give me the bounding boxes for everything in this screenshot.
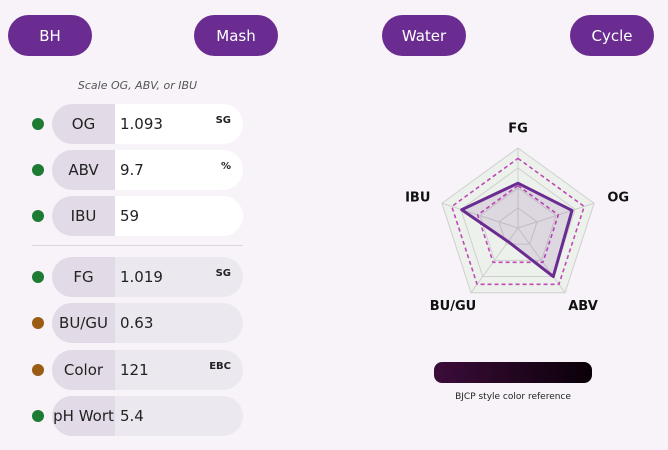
metric-row: OG 1.093 SG <box>30 104 243 144</box>
grid-ring <box>441 147 595 294</box>
metric-row: ABV 9.7% <box>30 150 243 190</box>
metric-field: FG 1.019 SG <box>52 257 243 297</box>
metric-value[interactable]: 1.093 SG <box>120 115 231 133</box>
axis-label: IBU <box>405 191 430 206</box>
scale-hint: Scale OG, ABV, or IBU <box>77 79 198 92</box>
metric-field: ABV 9.7% <box>52 150 243 190</box>
axis-spoke <box>441 202 519 229</box>
metric-label: OG <box>52 104 115 144</box>
style-range <box>451 157 585 286</box>
status-dot <box>32 317 44 329</box>
status-dot <box>32 410 44 422</box>
status-dot <box>32 118 44 130</box>
metric-field: OG 1.093 SG <box>52 104 243 144</box>
metric-row: Color 121 EBC <box>30 350 243 390</box>
metric-field: pH Wort 5.4 <box>52 396 243 436</box>
metric-unit: SG <box>215 115 231 126</box>
metric-row: BU/GU 0.63 <box>30 303 243 343</box>
status-dot <box>32 210 44 222</box>
metric-label: Color <box>52 350 115 390</box>
metric-field: BU/GU 0.63 <box>52 303 243 343</box>
metric-row: pH Wort 5.4 <box>30 396 243 436</box>
metric-label: ABV <box>52 150 115 190</box>
metric-label: IBU <box>52 196 115 236</box>
metric-value[interactable]: 9.7% <box>120 161 231 179</box>
tab-button[interactable]: BH <box>8 15 92 56</box>
metric-unit: SG <box>215 268 231 279</box>
metric-row: FG 1.019 SG <box>30 257 243 297</box>
axis-spoke <box>517 227 566 294</box>
metric-value: 121 EBC <box>120 361 231 379</box>
separator <box>32 245 243 246</box>
grid-ring <box>479 187 557 261</box>
metric-value[interactable]: 59 <box>120 207 140 225</box>
color-caption: BJCP style color reference <box>455 392 571 402</box>
axis-label: BU/GU <box>430 299 476 314</box>
status-dot <box>32 364 44 376</box>
axis-label: FG <box>508 122 528 137</box>
tab-button[interactable]: Mash <box>194 15 278 56</box>
metric-unit: EBC <box>209 361 231 372</box>
metric-value: 5.4 <box>120 407 144 425</box>
metric-value: 1.019 SG <box>120 268 231 286</box>
grid-ring <box>498 207 538 245</box>
radar-chart: FG OG ABV BU/GU IBU <box>405 122 629 314</box>
metric-value: 0.63 <box>120 314 154 332</box>
axis-spoke <box>517 202 595 229</box>
metric-label: pH Wort <box>52 396 115 436</box>
status-dot <box>32 271 44 283</box>
grid-ring <box>460 167 576 278</box>
metric-unit: % <box>220 161 231 172</box>
color-bar <box>434 362 592 383</box>
recipe-profile <box>460 181 574 279</box>
metric-field: IBU 59 <box>52 196 243 236</box>
metric-label: FG <box>52 257 115 297</box>
axis-spoke <box>470 227 519 294</box>
status-dot <box>32 164 44 176</box>
axis-label: OG <box>607 191 629 206</box>
metric-field: Color 121 EBC <box>52 350 243 390</box>
metric-row: IBU 59 <box>30 196 243 236</box>
metric-label: BU/GU <box>52 303 115 343</box>
axis-label: ABV <box>568 299 598 314</box>
tab-button[interactable]: Cycle <box>570 15 654 56</box>
tab-button[interactable]: Water <box>382 15 466 56</box>
